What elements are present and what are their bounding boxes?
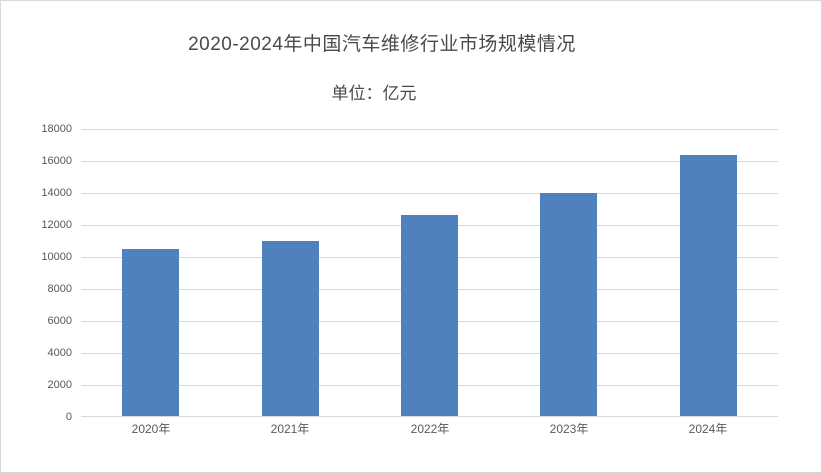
y-tick-label: 2000 [47, 379, 72, 391]
chart-subtitle-unit: 单位：亿元 [331, 84, 417, 103]
y-tick-label: 18000 [41, 123, 72, 135]
x-tick-label: 2022年 [410, 422, 450, 436]
y-tick-label: 10000 [41, 251, 72, 263]
x-tick-label: 2024年 [688, 422, 728, 436]
bar-2022年 [401, 215, 458, 417]
bar-2021年 [262, 241, 319, 417]
bar-2020年 [122, 249, 179, 417]
y-tick-label: 4000 [47, 347, 72, 359]
x-tick-label: 2021年 [270, 422, 310, 436]
y-tick-label: 0 [65, 411, 72, 423]
bar-2024年 [680, 155, 737, 417]
x-tick-label: 2020年 [131, 422, 171, 436]
y-tick-label: 12000 [41, 219, 72, 231]
bar-2023年 [540, 193, 597, 417]
gridline [81, 129, 778, 130]
y-tick-label: 6000 [47, 315, 72, 327]
gridline [81, 193, 778, 194]
x-axis-line [81, 416, 778, 417]
y-tick-label: 8000 [47, 283, 72, 295]
y-tick-label: 16000 [41, 155, 72, 167]
gridline [81, 161, 778, 162]
plot-area [81, 129, 778, 417]
x-tick-label: 2023年 [549, 422, 589, 436]
chart-title: 2020-2024年中国汽车维修行业市场规模情况 [188, 34, 576, 55]
y-tick-label: 14000 [41, 187, 72, 199]
